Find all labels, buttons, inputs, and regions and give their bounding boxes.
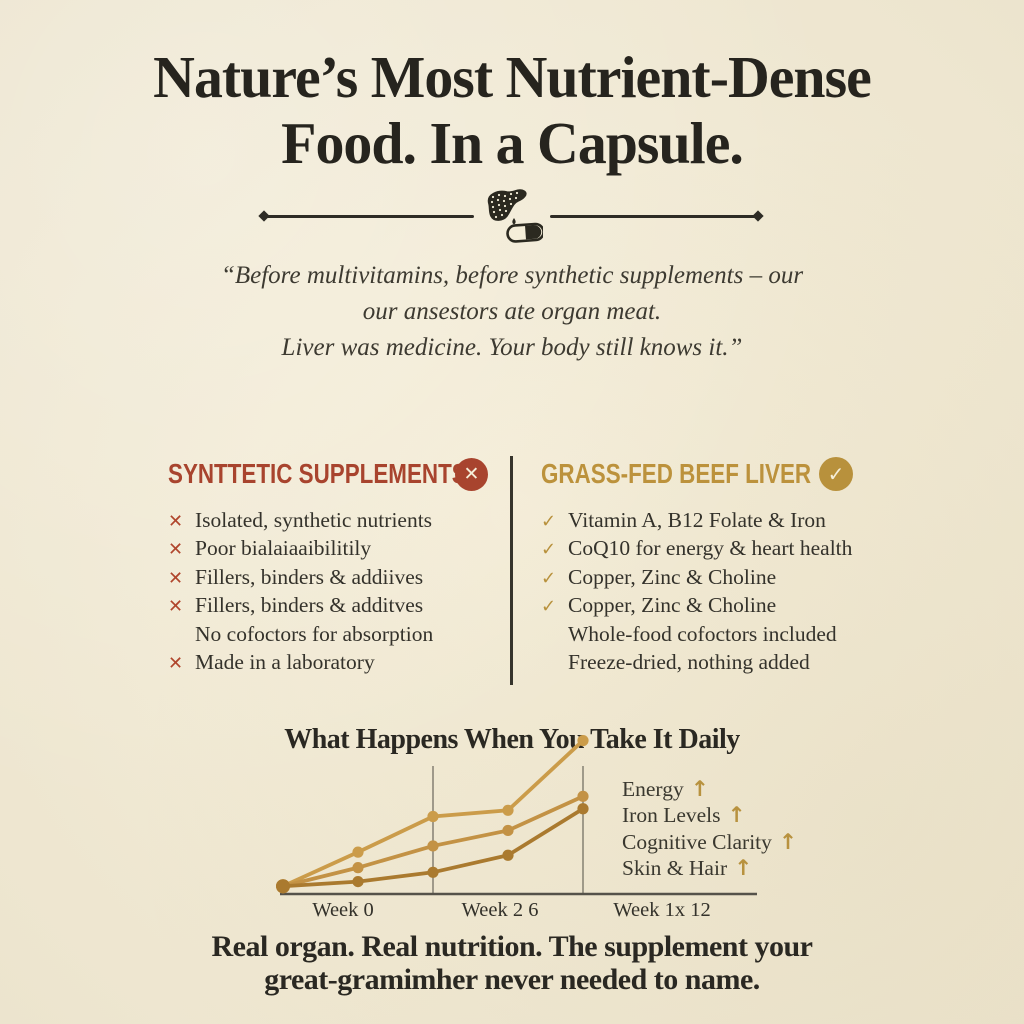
legend-entry: Skin & Hair ↑ — [622, 856, 797, 882]
synthetic-supplements-heading: SYNTTETIC SUPPLEMENTS — [168, 458, 467, 489]
divider-left-line — [266, 215, 474, 218]
list-item: Freeze-dried, nothing added — [541, 650, 891, 678]
up-arrow-icon: ↑ — [727, 803, 746, 829]
data-point — [276, 879, 290, 894]
list-item-text: Fillers, binders & addiives — [195, 564, 424, 589]
list-item: ✓ Vitamin A, B12 Folate & Iron — [541, 508, 891, 536]
top-line — [281, 738, 585, 889]
synthetic-list: ✕ Isolated, synthetic nutrients ✕ Poor bial… — [168, 508, 518, 678]
legend-label: Energy — [622, 777, 684, 801]
x-mark-icon: ✕ — [168, 652, 184, 674]
x-mark-icon: ✕ — [168, 511, 184, 532]
footer-tagline: Real organ. Real nutrition. The suppleme… — [0, 930, 1024, 996]
data-point — [352, 876, 364, 888]
list-item: ✕ Poor bialaiaaibilitily — [168, 536, 518, 564]
quote-block: “Before multivitamins, before synthetic … — [0, 258, 1024, 366]
list-item: No cofoctors for absorption — [168, 622, 518, 650]
check-circle-icon: ✓ — [819, 457, 853, 491]
legend-entry: Cognitive Clarity ↑ — [622, 830, 797, 856]
list-item: ✕ Isolated, synthetic nutrients — [168, 508, 518, 536]
page-title-line-1: Nature’s Most Nutrient-Dense — [153, 44, 872, 110]
x-mark-icon: ✕ — [168, 539, 184, 561]
list-item-text: Whole-food cofoctors included — [568, 621, 837, 646]
liver-list: ✓ Vitamin A, B12 Folate & Iron ✓ CoQ10 for … — [541, 508, 891, 678]
footer-line-2: great-gramimher never needed to name. — [264, 963, 760, 996]
liver-icon — [487, 189, 527, 221]
list-item: ✓ Copper, Zinc & Choline — [541, 565, 891, 593]
legend-entry: Iron Levels ↑ — [622, 803, 797, 829]
up-arrow-icon: ↑ — [690, 777, 709, 802]
page-title: Nature’s Most Nutrient-Dense Food. In a … — [10, 44, 1014, 176]
list-item-text: Isolated, synthetic nutrients — [195, 508, 433, 532]
data-point — [502, 849, 514, 861]
divider-right-arrow-icon — [752, 210, 764, 222]
list-item: ✓ Copper, Zinc & Choline — [541, 593, 891, 621]
x-tick-week12: Week 1x 12 — [613, 899, 711, 921]
page-title-line-2: Food. In a Capsule. — [281, 110, 744, 176]
chart-legend: Energy ↑ Iron Levels ↑ Cognitive Clarity ↑ Ski… — [622, 777, 797, 883]
beef-liver-heading: GRASS-FED BEEF LIVER — [541, 458, 812, 489]
legend-label: Iron Levels — [622, 803, 721, 828]
list-item-text: Freeze-dried, nothing added — [568, 649, 810, 674]
capsule-icon — [506, 222, 545, 243]
x-tick-week26: Week 2 6 — [461, 899, 539, 921]
list-item-text: CoQ10 for energy & heart health — [568, 536, 853, 561]
list-item-text: Copper, Zinc & Choline — [568, 593, 777, 618]
x-circle-icon: ✕ — [455, 458, 488, 491]
x-tick-week0: Week 0 — [312, 899, 374, 921]
data-point — [502, 804, 514, 816]
droplet-icon — [512, 218, 516, 225]
quote-line-3: Liver was medicine. Your body still know… — [281, 334, 743, 361]
divider-right-line — [550, 215, 756, 218]
check-mark-icon: ✓ — [541, 539, 557, 561]
list-item-text: Copper, Zinc & Choline — [568, 564, 777, 589]
check-mark-icon: ✓ — [541, 596, 557, 618]
x-mark-icon: ✕ — [168, 596, 184, 618]
data-point — [427, 866, 439, 878]
list-item: ✕ Fillers, binders & additves — [168, 593, 518, 621]
list-item: ✕ Made in a laboratory — [168, 650, 518, 678]
data-point — [427, 810, 439, 823]
list-item-text: Vitamin A, B12 Folate & Iron — [568, 508, 826, 532]
list-item: ✓ CoQ10 for energy & heart health — [541, 536, 891, 564]
data-point — [276, 879, 290, 894]
quote-line-1: “Before multivitamins, before synthetic … — [220, 262, 804, 289]
list-item-text: Made in a laboratory — [195, 649, 375, 674]
up-arrow-icon: ↑ — [734, 856, 753, 882]
check-mark-icon: ✓ — [541, 567, 557, 589]
data-point — [577, 790, 589, 802]
column-divider — [510, 456, 513, 685]
data-point — [352, 862, 364, 874]
list-item-text: Fillers, binders & additves — [195, 593, 424, 618]
chart-title: What Happens When You Take It Daily — [284, 724, 740, 755]
liver-capsule-icon — [481, 188, 545, 244]
list-item-text: No cofoctors for absorption — [195, 621, 434, 646]
quote-line-2: our ansestors ate organ meat. — [362, 298, 662, 325]
data-point — [276, 879, 290, 894]
data-point — [352, 846, 364, 858]
legend-label: Cognitive Clarity — [622, 829, 772, 854]
data-point — [427, 840, 439, 852]
list-item: ✕ Fillers, binders & addiives — [168, 565, 518, 593]
data-point — [577, 803, 589, 815]
up-arrow-icon: ↑ — [778, 829, 797, 855]
list-item: Whole-food cofoctors included — [541, 622, 891, 650]
list-item-text: Poor bialaiaaibilitily — [195, 536, 372, 561]
middle-line — [281, 794, 585, 889]
check-mark-icon: ✓ — [541, 511, 557, 532]
x-mark-icon: ✕ — [168, 567, 184, 589]
footer-line-1: Real organ. Real nutrition. The suppleme… — [211, 930, 813, 963]
bottom-line — [281, 806, 585, 889]
legend-label: Skin & Hair — [622, 856, 728, 881]
data-point — [502, 824, 514, 837]
legend-entry: Energy ↑ — [622, 777, 797, 803]
